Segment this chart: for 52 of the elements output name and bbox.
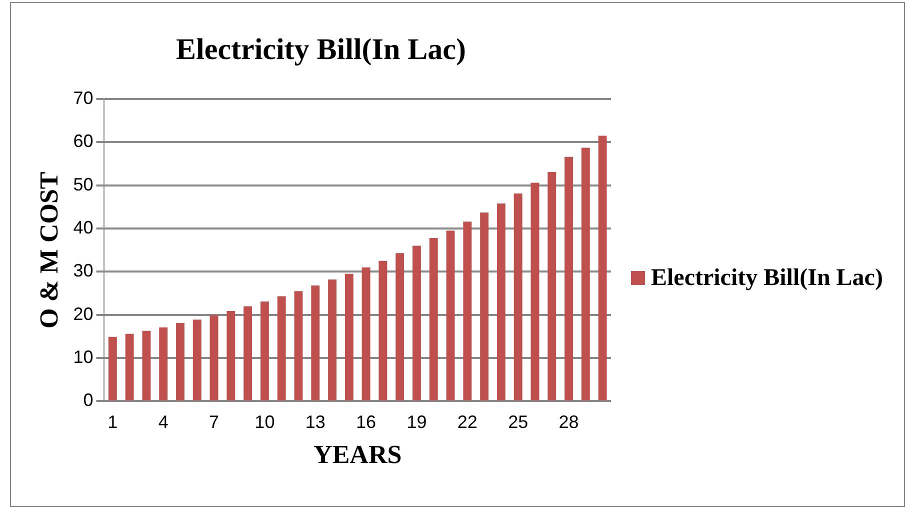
bar [496, 203, 506, 400]
bar [176, 323, 184, 400]
bar [244, 306, 252, 400]
bar [294, 291, 303, 400]
bar [514, 194, 522, 400]
bar [480, 212, 489, 400]
y-tick-label: 20 [73, 304, 94, 324]
x-tick-label: 10 [254, 412, 275, 432]
x-tick-label: 7 [209, 412, 220, 432]
bar [362, 267, 370, 400]
x-tick-label: 13 [305, 412, 326, 432]
bar [463, 222, 472, 400]
x-tick-label: 16 [356, 412, 376, 432]
bar [277, 296, 286, 400]
y-tick-label: 50 [73, 174, 94, 194]
y-tick-label: 0 [83, 390, 94, 410]
x-tick-label: 19 [406, 412, 427, 432]
y-tick-label: 60 [73, 131, 94, 152]
x-tick-label: 22 [457, 412, 478, 432]
bar [226, 310, 236, 400]
bar [192, 320, 202, 400]
bar [548, 172, 556, 400]
bar [108, 336, 117, 400]
bar [210, 315, 218, 400]
bar [328, 279, 336, 400]
bar [530, 182, 540, 400]
bar [260, 301, 269, 400]
bar [125, 334, 134, 400]
bar [378, 260, 388, 400]
y-tick-label: 10 [73, 346, 94, 367]
bar [429, 238, 438, 400]
bar [142, 330, 151, 400]
bar [564, 156, 573, 400]
bar [344, 274, 354, 400]
x-tick-label: 28 [558, 412, 579, 432]
bar [412, 246, 421, 400]
x-tick-label: 1 [108, 412, 118, 432]
y-tick-label: 70 [73, 88, 94, 108]
y-axis-title: O & M COST [34, 172, 64, 328]
x-tick-label: 4 [158, 412, 168, 432]
y-tick-label: 30 [73, 260, 94, 281]
bar [396, 253, 404, 400]
bar [446, 230, 455, 400]
x-axis-title: YEARS [314, 440, 402, 470]
chart-title: Electricity Bill(In Lac) [176, 32, 466, 66]
x-tick-label: 25 [508, 412, 528, 432]
bar [311, 286, 320, 400]
bar [598, 136, 607, 400]
bar [159, 327, 168, 400]
bar [581, 148, 590, 400]
legend-label: Electricity Bill(In Lac) [651, 265, 883, 292]
y-tick-label: 40 [73, 217, 94, 238]
